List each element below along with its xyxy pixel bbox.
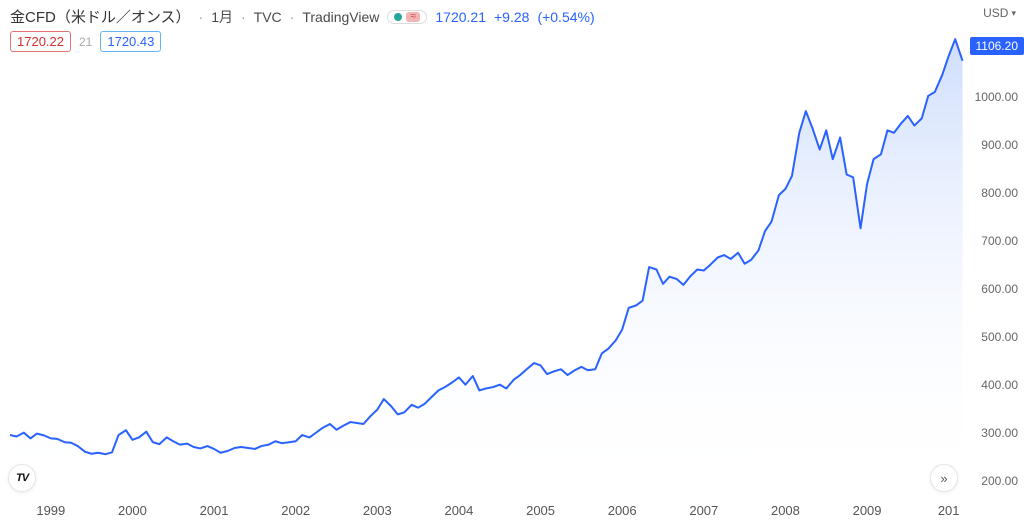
x-tick-label: 2003 — [363, 503, 392, 518]
chevron-double-right-icon: » — [940, 471, 947, 486]
y-tick-label: 900.00 — [964, 138, 1018, 152]
x-tick-label: 2000 — [118, 503, 147, 518]
price-chart[interactable] — [0, 0, 1024, 524]
x-tick-label: 2006 — [608, 503, 637, 518]
x-tick-label: 2007 — [689, 503, 718, 518]
tradingview-logo-icon[interactable]: TV — [8, 464, 36, 492]
x-tick-label: 2005 — [526, 503, 555, 518]
x-tick-label: 2008 — [771, 503, 800, 518]
x-axis[interactable]: 1999 2000 2001 2002 2003 2004 2005 2006 2007 2008… — [0, 498, 965, 524]
chevron-down-icon: ▾ — [1011, 8, 1016, 19]
x-tick-label: 2001 — [200, 503, 229, 518]
y-tick-label: 600.00 — [964, 282, 1018, 296]
scroll-right-button[interactable]: » — [930, 464, 958, 492]
x-tick-label: 2004 — [444, 503, 473, 518]
currency-label: USD — [983, 6, 1008, 20]
y-tick-label: 300.00 — [964, 426, 1018, 440]
y-tick-label: 500.00 — [964, 330, 1018, 344]
x-tick-label: 2002 — [281, 503, 310, 518]
y-tick-label: 700.00 — [964, 234, 1018, 248]
y-tick-label: 1000.00 — [964, 90, 1018, 104]
x-tick-label: 201 — [938, 503, 960, 518]
y-tick-label: 400.00 — [964, 378, 1018, 392]
x-tick-label: 1999 — [36, 503, 65, 518]
x-tick-label: 2009 — [853, 503, 882, 518]
y-axis: USD ▾ 1106.20 200.00 300.00 400.00 500.00 60… — [964, 0, 1024, 495]
currency-selector[interactable]: USD ▾ — [983, 6, 1016, 20]
y-tick-label: 800.00 — [964, 186, 1018, 200]
y-tick-label: 200.00 — [964, 474, 1018, 488]
last-price-tag[interactable]: 1106.20 — [970, 37, 1024, 55]
